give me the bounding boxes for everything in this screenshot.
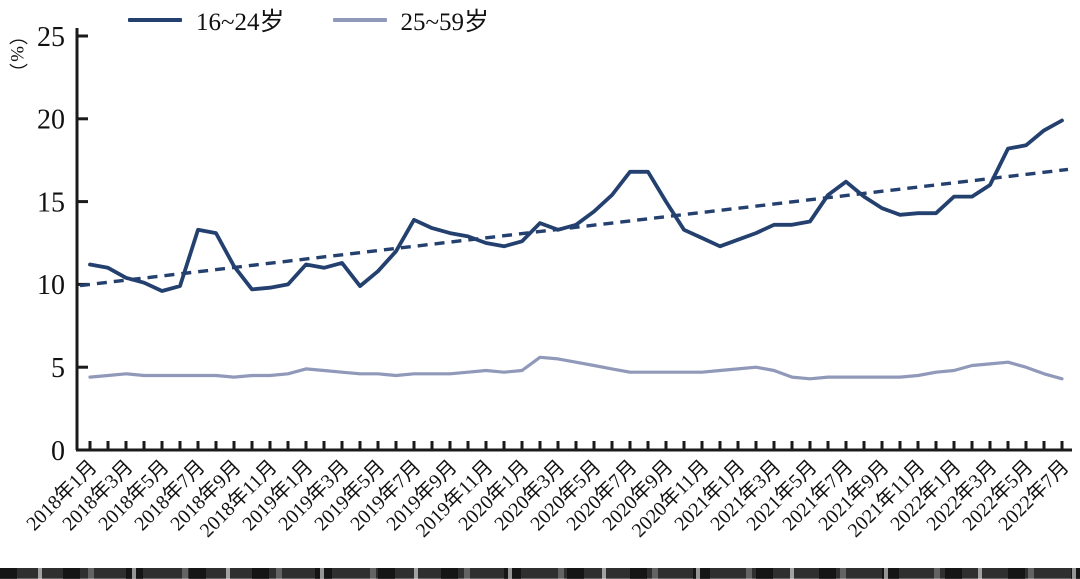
y-tick-label: 10 bbox=[37, 270, 65, 301]
y-tick-label: 5 bbox=[51, 353, 65, 384]
chart-legend: 16~24岁 25~59岁 bbox=[128, 2, 489, 38]
legend-item-25-59: 25~59岁 bbox=[332, 2, 490, 38]
trendline-16-24 bbox=[79, 167, 1069, 288]
legend-label-25-59: 25~59岁 bbox=[400, 9, 490, 36]
series-line-16-24 bbox=[88, 118, 1064, 293]
cut-off-caption-strip bbox=[0, 568, 1080, 579]
y-tick-label: 20 bbox=[37, 105, 65, 136]
y-axis-unit-label: （%） bbox=[6, 26, 27, 83]
legend-item-16-24: 16~24岁 bbox=[128, 2, 285, 38]
series-line-25-59 bbox=[88, 355, 1064, 381]
y-tick-label: 25 bbox=[37, 22, 65, 53]
y-tick-label: 15 bbox=[37, 187, 65, 218]
y-tick-label: 0 bbox=[51, 436, 65, 467]
legend-line-swatch-25-59 bbox=[332, 18, 387, 22]
legend-line-swatch-16-24 bbox=[128, 18, 182, 22]
legend-label-16-24: 16~24岁 bbox=[196, 9, 285, 36]
